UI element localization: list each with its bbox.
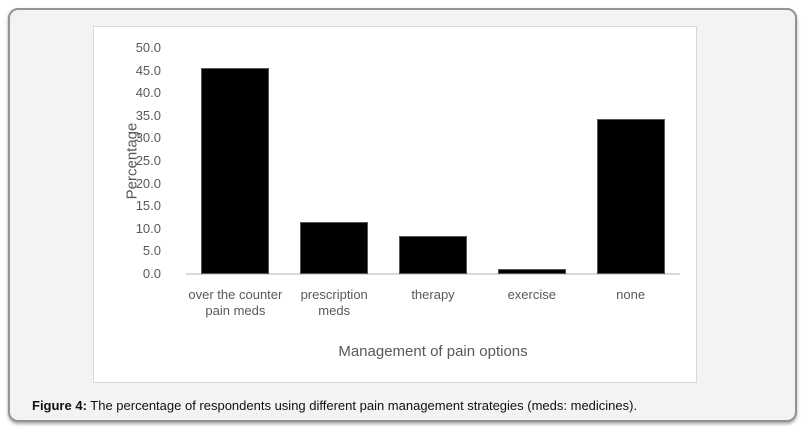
y-tick-label: 20.0 (135, 175, 161, 191)
x-tick-label: over the counter pain meds (188, 287, 283, 318)
x-tick-label: exercise (507, 287, 556, 302)
y-tick-label: 25.0 (135, 153, 161, 168)
y-tick-label: 15.0 (135, 198, 161, 214)
bar-prescription-meds (300, 222, 369, 274)
bar-none (596, 118, 665, 274)
y-tick-label: 35.0 (135, 107, 161, 123)
y-tick-label: 30.0 (135, 130, 161, 146)
figure-caption-label: Figure 4: (32, 398, 87, 413)
y-tick-label: 10.0 (135, 220, 161, 236)
bar-exercise (497, 269, 566, 274)
figure-frame: Percentage 0.0 5.0 10.0 15.0 20.0 25.0 30.0 35.… (8, 8, 797, 422)
x-axis-line (186, 273, 680, 275)
y-tick-label: 5.0 (142, 243, 161, 259)
x-tick-label: none (616, 287, 646, 302)
bar-chart: Percentage 0.0 5.0 10.0 15.0 20.0 25.0 30.0 35.… (93, 26, 697, 383)
y-tick-label: 50.0 (135, 40, 161, 55)
x-tick-label: prescription meds (300, 287, 368, 318)
x-tick-label: therapy (411, 287, 455, 302)
figure-caption-text: The percentage of respondents using diff… (86, 398, 638, 413)
bar-therapy (399, 236, 467, 274)
x-axis-title: Management of pain options (338, 343, 528, 360)
y-tick-label: 45.0 (135, 62, 161, 78)
y-tick-label: 0.0 (142, 266, 161, 281)
y-tick-label: 40.0 (135, 85, 161, 101)
bar-over-the-counter-pain-meds (201, 68, 270, 274)
figure-caption: Figure 4: The percentage of respondents … (32, 398, 772, 413)
